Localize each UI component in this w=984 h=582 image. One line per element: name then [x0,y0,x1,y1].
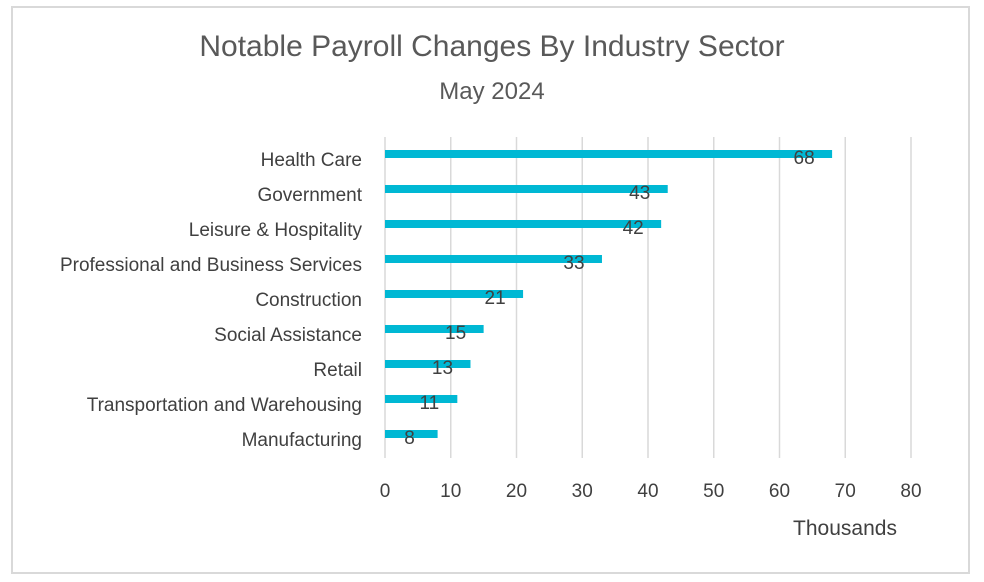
x-tick-label: 10 [440,481,461,502]
x-tick-label: 60 [769,481,790,502]
bars [385,150,833,438]
chart-title: Notable Payroll Changes By Industry Sect… [199,30,785,63]
category-label: Manufacturing [242,430,362,451]
category-label: Transportation and Warehousing [87,395,362,416]
x-axis-title: Thousands [793,517,897,540]
category-labels: Health Care Government Leisure & Hospitali… [60,150,363,451]
data-label: 68 [794,148,815,169]
category-label: Construction [255,290,362,311]
bar [385,185,668,193]
category-label: Leisure & Hospitality [189,220,363,241]
data-label: 11 [419,393,439,414]
category-label: Health Care [261,150,362,171]
category-label: Social Assistance [214,325,362,346]
bar [385,220,662,228]
x-tick-labels: 0 10 20 30 40 50 60 70 80 [380,481,922,502]
chart-subtitle: May 2024 [439,78,545,105]
x-tick-label: 20 [506,481,527,502]
x-tick-label: 80 [900,481,921,502]
bar [385,255,602,263]
bar [385,150,833,158]
bar [385,430,438,438]
category-label: Retail [313,360,362,381]
data-label: 21 [485,288,506,309]
x-tick-label: 70 [835,481,856,502]
x-tick-label: 0 [380,481,391,502]
x-tick-label: 40 [637,481,658,502]
data-label: 43 [629,183,650,204]
data-label: 42 [623,218,644,239]
bar [385,395,458,403]
bar [385,290,524,298]
data-labels: 68 43 42 33 21 15 13 118 [404,148,814,449]
x-tick-label: 30 [572,481,593,502]
category-label: Government [257,185,362,206]
bar [385,325,484,333]
bar [385,360,471,368]
data-label: 15 [445,323,466,344]
data-label: 33 [563,253,584,274]
data-label: 13 [432,358,453,379]
data-label: 8 [404,428,415,449]
category-label: Professional and Business Services [60,255,362,276]
x-tick-label: 50 [703,481,724,502]
